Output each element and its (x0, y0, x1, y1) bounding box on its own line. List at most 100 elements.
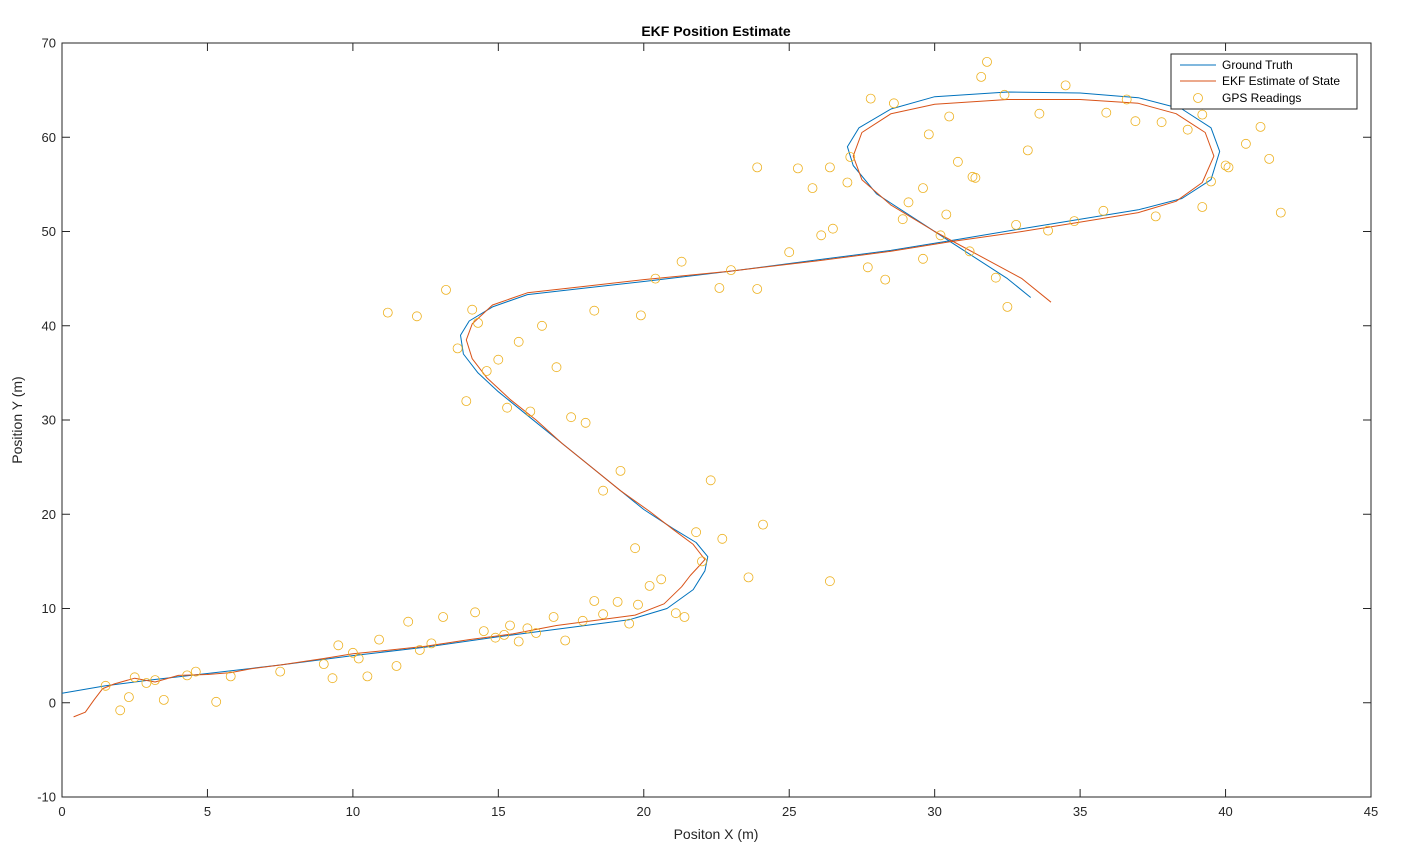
gps-point (1197, 202, 1208, 212)
gps-point (490, 632, 501, 643)
gps-point (918, 253, 928, 264)
gps-point (615, 465, 626, 476)
gps-point (537, 320, 547, 331)
gps-point (382, 307, 393, 318)
x-tick-label: 10 (346, 804, 360, 819)
gps-point (391, 661, 402, 671)
gps-point (1156, 117, 1167, 128)
gps-point (426, 638, 437, 649)
gps-point (918, 183, 928, 194)
gps-point (865, 93, 876, 104)
gps-point (560, 635, 571, 646)
legend: Ground Truth EKF Estimate of State GPS R… (1170, 53, 1358, 110)
gps-point (964, 246, 975, 257)
legend-label-ekf: EKF Estimate of State (1222, 74, 1340, 88)
gps-point (903, 197, 914, 208)
gps-point (633, 599, 643, 610)
y-tick-label: 10 (42, 601, 56, 616)
gps-point (1121, 94, 1132, 105)
gps-point (225, 671, 236, 682)
gps-point (825, 162, 835, 173)
gps-point (353, 653, 364, 664)
x-tick-label: 15 (491, 804, 505, 819)
x-tick-label: 0 (58, 804, 65, 819)
gps-point (691, 527, 701, 538)
gps-point (1197, 109, 1208, 120)
gps-point (1275, 207, 1286, 218)
gps-point (624, 618, 635, 629)
axis-ticks (61, 42, 1372, 798)
gps-point (1206, 176, 1216, 187)
gps-point (1255, 122, 1266, 132)
plot-area (61, 42, 1372, 798)
gps-point (452, 343, 463, 354)
x-tick-label: 45 (1364, 804, 1378, 819)
gps-point (697, 556, 707, 567)
gps-point (150, 675, 161, 685)
gps-point (1182, 124, 1193, 135)
gps-point (566, 412, 576, 423)
gps-point (525, 406, 536, 417)
gps-point (493, 354, 504, 365)
gps-point (982, 57, 992, 67)
gps-point (1101, 107, 1112, 118)
gps-point (743, 572, 754, 583)
gps-point (347, 647, 358, 658)
gps-point (438, 612, 449, 622)
gps-point (935, 230, 946, 241)
legend-label-gps: GPS Readings (1222, 91, 1301, 105)
gps-point (522, 623, 533, 634)
x-axis-label: Positon X (m) (674, 826, 759, 842)
gps-point (505, 620, 515, 631)
gps-point (362, 671, 373, 682)
gps-point (123, 692, 134, 702)
gps-point (999, 89, 1010, 100)
y-tick-label: 60 (42, 130, 56, 145)
gps-point (1043, 225, 1053, 236)
gps-point (374, 634, 385, 645)
gps-point (717, 533, 728, 544)
gps-point (499, 630, 510, 640)
gps-point (967, 171, 978, 182)
gps-point (411, 311, 422, 322)
gps-point (531, 628, 541, 638)
y-tick-label: 50 (42, 224, 56, 239)
gps-point (612, 597, 623, 607)
x-tick-label: 40 (1218, 804, 1232, 819)
gps-point (473, 317, 483, 328)
x-tick-label: 35 (1073, 804, 1087, 819)
gps-point (1241, 138, 1251, 149)
gps-point (589, 305, 600, 316)
gps-point (548, 612, 559, 622)
gps-point (470, 607, 481, 618)
gps-point (100, 680, 111, 691)
x-tick-label: 30 (927, 804, 941, 819)
gps-point (923, 129, 934, 140)
gps-point (644, 581, 655, 591)
y-tick-label: 30 (42, 413, 56, 428)
x-tick-label: 20 (637, 804, 651, 819)
gps-point (941, 209, 952, 220)
gps-point (793, 163, 803, 174)
gps-point (327, 673, 338, 684)
gps-point (598, 485, 608, 496)
gps-point (714, 283, 725, 293)
gps-point (318, 659, 329, 669)
gps-point (889, 98, 899, 109)
gps-point (481, 366, 492, 376)
y-tick-label: 70 (42, 36, 56, 51)
gps-point (880, 274, 891, 285)
gps-point (990, 272, 1001, 283)
gps-point (752, 284, 763, 294)
gps-point (726, 265, 736, 276)
gps-point (414, 645, 425, 655)
gps-point (807, 183, 818, 194)
gps-point (676, 256, 687, 267)
gps-point (403, 616, 414, 627)
gps-point (333, 640, 344, 651)
y-axis-label: Position Y (m) (9, 376, 25, 463)
gps-point (1011, 219, 1021, 230)
gps-point (1034, 108, 1045, 119)
gps-point (842, 177, 853, 188)
